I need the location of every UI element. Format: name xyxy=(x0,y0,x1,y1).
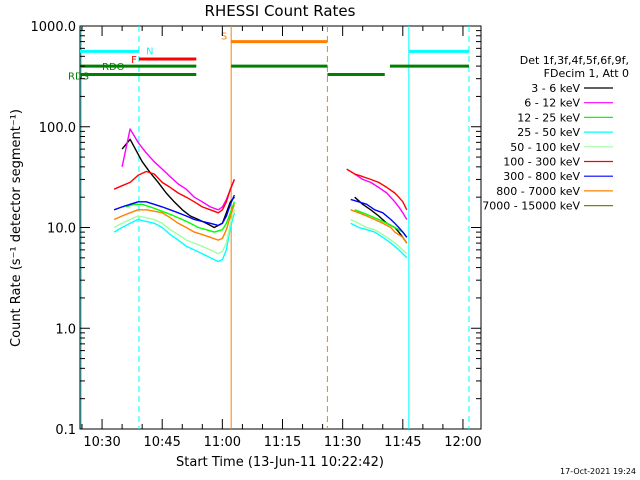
y-tick-label-1: 1.0 xyxy=(55,322,76,337)
x-tick-label-1: 10:45 xyxy=(143,435,180,450)
vertical-lines xyxy=(80,26,470,429)
x-tick-label-0: 10:30 xyxy=(83,435,120,450)
series-1-segment-0 xyxy=(121,128,236,211)
series-4-segment-0 xyxy=(113,209,236,255)
legend-label-7: 800 - 7000 keV xyxy=(496,185,580,198)
series-7-segment-0 xyxy=(113,204,236,241)
series-0-segment-0 xyxy=(121,138,235,229)
x-tick-label-6: 12:00 xyxy=(444,435,481,450)
legend-label-1: 6 - 12 keV xyxy=(524,97,580,110)
y-tick-label-0: 0.1 xyxy=(55,423,76,438)
series-2-segment-0 xyxy=(125,201,236,233)
series-6-segment-0 xyxy=(113,194,236,227)
x-tick-label-4: 11:30 xyxy=(324,435,361,450)
flag-label-n: N xyxy=(146,46,153,57)
series-4-segment-1 xyxy=(350,218,408,255)
series-5-segment-1 xyxy=(346,168,408,211)
flag-label-rds: RDS xyxy=(68,72,89,83)
plot-area: NF S RDO RDS xyxy=(68,25,482,430)
legend-label-2: 12 - 25 keV xyxy=(517,111,580,124)
y-axis: 0.1 1.0 10.0 100.0 1000.0 xyxy=(31,20,481,438)
legend: Det 1f,3f,4f,5f,6f,9f, FDecim 1, Att 0 3… xyxy=(482,54,629,213)
y-axis-label: Count Rate (s⁻¹ detector segment⁻¹) xyxy=(9,109,24,347)
legend-header-line-1: Det 1f,3f,4f,5f,6f,9f, xyxy=(520,54,629,67)
x-tick-label-5: 11:45 xyxy=(384,435,421,450)
flag-bars: NF S RDO RDS xyxy=(68,32,469,83)
legend-label-4: 50 - 100 keV xyxy=(510,141,580,154)
x-tick-label-2: 11:00 xyxy=(204,435,241,450)
flag-label-s: S xyxy=(221,32,227,43)
legend-label-5: 100 - 300 keV xyxy=(503,156,580,169)
series-6-segment-1 xyxy=(350,198,408,238)
series-7-segment-1 xyxy=(350,209,408,244)
flag-label-rdo: RDO xyxy=(102,62,125,73)
series-1-segment-1 xyxy=(354,173,408,220)
series-5-segment-0 xyxy=(113,170,236,214)
x-tick-label-3: 11:15 xyxy=(264,435,301,450)
x-axis: 10:30 10:45 11:00 11:15 11:30 11:45 12:00 xyxy=(81,26,482,450)
y-tick-label-3: 100.0 xyxy=(39,121,76,136)
x-axis-label: Start Time (13-Jun-11 10:22:42) xyxy=(176,455,384,470)
y-tick-label-4: 1000.0 xyxy=(31,20,77,35)
legend-header-line-2: FDecim 1, Att 0 xyxy=(544,67,629,80)
series-3-segment-0 xyxy=(113,212,236,263)
legend-label-0: 3 - 6 keV xyxy=(531,82,580,95)
legend-label-3: 25 - 50 keV xyxy=(517,126,580,139)
series-3-segment-1 xyxy=(350,222,408,259)
y-tick-label-2: 10.0 xyxy=(47,222,76,237)
data-series xyxy=(113,128,408,263)
chart-title: RHESSI Count Rates xyxy=(205,2,356,20)
legend-label-6: 300 - 800 keV xyxy=(503,170,580,183)
legend-label-8: 7000 - 15000 keV xyxy=(482,200,580,213)
flag-label-f: F xyxy=(131,55,137,66)
footer-timestamp: 17-Oct-2021 19:24 xyxy=(560,467,636,476)
